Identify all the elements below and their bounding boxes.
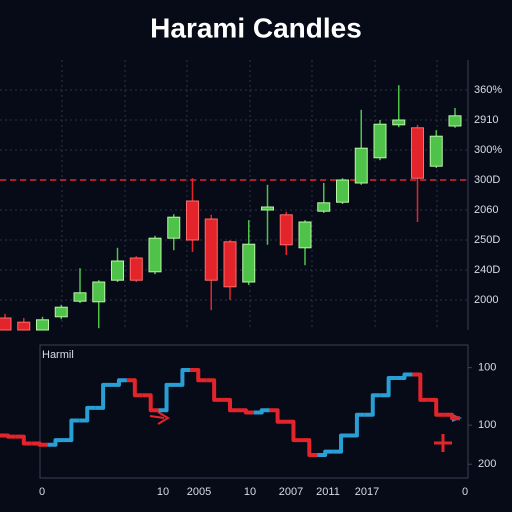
candle-body bbox=[354, 147, 368, 184]
indicator-segment bbox=[364, 393, 381, 417]
x-tick-label: 2005 bbox=[187, 486, 211, 498]
candle-body bbox=[223, 241, 237, 288]
candle-body bbox=[92, 281, 106, 303]
chart-title: Harami Candles bbox=[150, 12, 362, 43]
indicator-segment bbox=[412, 372, 429, 402]
candle-body bbox=[392, 119, 406, 126]
indicator-segment bbox=[0, 433, 16, 439]
x-tick-label: 0 bbox=[39, 486, 45, 498]
candle-body bbox=[167, 216, 181, 239]
candle-body bbox=[298, 221, 312, 249]
y-tick-label: 2910 bbox=[474, 114, 498, 126]
candle-body bbox=[411, 127, 424, 179]
indicator-segment bbox=[126, 378, 143, 398]
indicator-segment bbox=[15, 434, 32, 446]
y-tick-label: 250D bbox=[474, 234, 500, 246]
indicator-segment bbox=[444, 412, 460, 421]
signal-arrow bbox=[149, 411, 170, 425]
indicator-segment bbox=[158, 382, 175, 413]
indicator-segment bbox=[285, 419, 302, 443]
indicator-segment bbox=[222, 397, 238, 413]
indicator-segment bbox=[253, 408, 270, 415]
indicator-segment bbox=[79, 405, 96, 423]
candle-body bbox=[336, 179, 349, 203]
indicator-segment bbox=[396, 372, 413, 380]
candle-body bbox=[242, 243, 256, 283]
indicator-segment bbox=[190, 367, 207, 383]
indicator-segment bbox=[348, 412, 365, 438]
indicator-segment bbox=[206, 378, 223, 402]
y-tick-label: 240D bbox=[474, 264, 500, 276]
x-tick-label: 2007 bbox=[279, 486, 303, 498]
indicator-segment bbox=[63, 418, 80, 443]
x-tick-label: 2011 bbox=[316, 486, 340, 498]
vertical-grid bbox=[61, 60, 438, 330]
indicator-segment bbox=[333, 433, 349, 454]
indicator-segment bbox=[111, 378, 127, 387]
y-tick-label: 200 bbox=[478, 458, 496, 470]
y-tick-label: 2000 bbox=[474, 294, 498, 306]
y-tick-label: 100 bbox=[478, 362, 496, 374]
candle-body bbox=[373, 123, 387, 159]
indicator-segment bbox=[380, 376, 397, 398]
candle-body bbox=[204, 218, 218, 281]
candle-body bbox=[0, 317, 12, 331]
candle-body bbox=[317, 202, 331, 212]
candle-body bbox=[429, 135, 443, 167]
indicator-panel bbox=[39, 344, 469, 479]
y-tick-label: 360% bbox=[474, 84, 502, 96]
candle-body bbox=[279, 214, 293, 246]
candle-body bbox=[17, 321, 31, 331]
candle-body bbox=[54, 306, 68, 318]
candle-body bbox=[186, 200, 199, 241]
x-tick-label: 10 bbox=[157, 486, 169, 498]
x-tick-label: 0 bbox=[462, 486, 468, 498]
indicator-segment bbox=[428, 397, 445, 417]
candle-body bbox=[448, 115, 462, 127]
indicator-segment bbox=[174, 367, 191, 387]
candle-body bbox=[261, 206, 274, 211]
y-tick-label: 300D bbox=[474, 174, 500, 186]
candle-body bbox=[73, 292, 87, 302]
candle-body bbox=[36, 319, 49, 331]
indicator-segment bbox=[301, 438, 318, 458]
indicator-segment bbox=[142, 393, 159, 413]
indicator-segment bbox=[317, 449, 334, 458]
indicator-segment bbox=[31, 441, 48, 447]
candle-body bbox=[129, 257, 143, 281]
indicator-segment bbox=[237, 408, 254, 415]
indicator-segment bbox=[47, 438, 64, 447]
y-tick-label: 2060 bbox=[474, 204, 498, 216]
signal-plus bbox=[434, 434, 452, 452]
indicator-segment bbox=[95, 382, 112, 410]
y-tick-label: 100 bbox=[478, 419, 496, 431]
x-tick-label: 10 bbox=[244, 486, 256, 498]
y-tick-label: 300% bbox=[474, 144, 502, 156]
x-tick-label: 2017 bbox=[355, 486, 379, 498]
indicator-segment bbox=[269, 408, 286, 424]
candle-body bbox=[111, 260, 124, 281]
indicator-title: Harmil bbox=[42, 349, 74, 361]
candle-body bbox=[148, 237, 162, 273]
